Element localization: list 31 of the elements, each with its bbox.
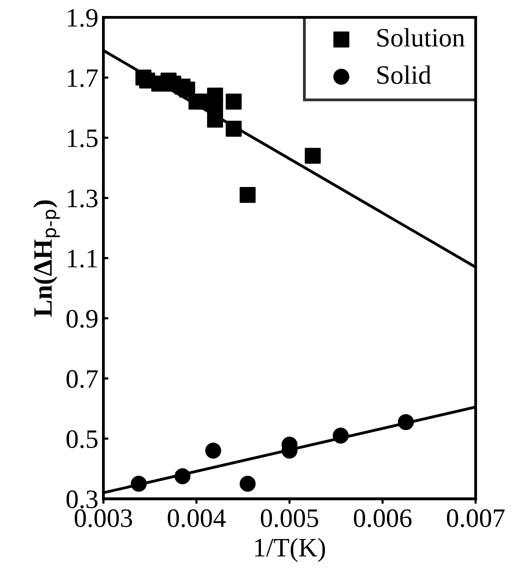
point <box>207 96 224 113</box>
legend-label: Solution <box>377 28 465 47</box>
x-tick-label: 0.007 <box>446 509 505 528</box>
point <box>226 94 242 110</box>
y-axis-title: Ln(ΔH$_{p-p}$) <box>33 200 60 317</box>
y-tick-label: 1.5 <box>68 129 98 148</box>
legend-label: Solid <box>377 65 432 84</box>
y-tick-label: 0.3 <box>66 490 98 508</box>
point <box>304 148 321 164</box>
point <box>240 476 256 492</box>
point <box>174 468 190 484</box>
y-tick-label: 1.1 <box>68 250 97 268</box>
point <box>332 428 349 444</box>
x-tick-label: 0.004 <box>168 509 226 528</box>
point <box>205 442 222 459</box>
x-tick-label: 0.003 <box>74 509 132 528</box>
point <box>226 120 242 137</box>
x-tick-label: 0.005 <box>260 509 318 528</box>
y-tick-label: 1.9 <box>68 9 98 27</box>
y-tick-label: 1.3 <box>68 190 98 208</box>
point <box>179 82 196 98</box>
y-tick-label: 1.7 <box>68 69 98 88</box>
point <box>240 186 256 203</box>
x-tick-label: 0.006 <box>354 509 412 528</box>
x-axis-title: 1/T(K) <box>255 538 325 562</box>
point <box>130 476 147 492</box>
point <box>207 112 224 128</box>
point <box>398 414 414 430</box>
y-tick-label: 0.7 <box>66 370 98 388</box>
y-tick-label: 0.5 <box>66 430 98 448</box>
y-tick-label: 0.9 <box>66 310 98 328</box>
